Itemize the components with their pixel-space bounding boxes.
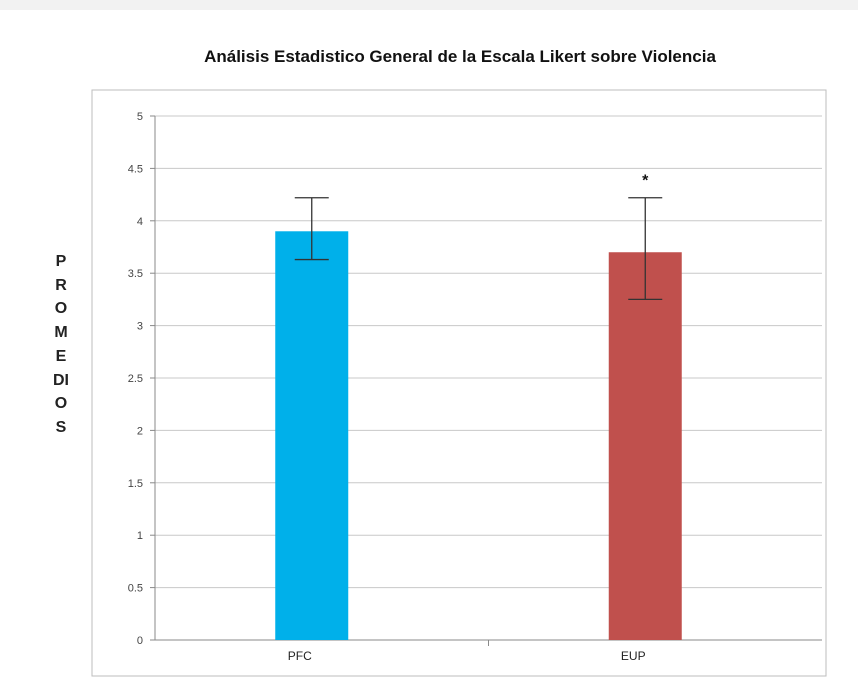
chart-area-border xyxy=(91,89,827,677)
chart-title: Análisis Estadistico General de la Escal… xyxy=(204,47,716,66)
y-axis-label: PROMEDIOS xyxy=(53,253,69,436)
y-tick-label: 4 xyxy=(137,216,143,228)
y-tick-label: 2.5 xyxy=(128,373,143,385)
y-tick-label: 1 xyxy=(137,530,143,542)
bar-eup xyxy=(608,252,682,641)
y-tick-label: 0 xyxy=(137,635,143,647)
y-tick-label: 1.5 xyxy=(128,478,143,490)
y-tick-label: 0.5 xyxy=(128,583,143,595)
y-tick-label: 4.5 xyxy=(128,163,143,175)
y-tick-label: 5 xyxy=(137,111,143,123)
significance-marker: * xyxy=(642,173,649,190)
top-strip xyxy=(0,0,858,10)
y-tick-label: 2 xyxy=(137,425,143,437)
x-tick-label: EUP xyxy=(621,649,646,663)
bar-pfc xyxy=(275,231,349,640)
y-tick-label: 3.5 xyxy=(128,268,143,280)
y-tick-label: 3 xyxy=(137,321,143,333)
x-tick-label: PFC xyxy=(288,649,312,663)
